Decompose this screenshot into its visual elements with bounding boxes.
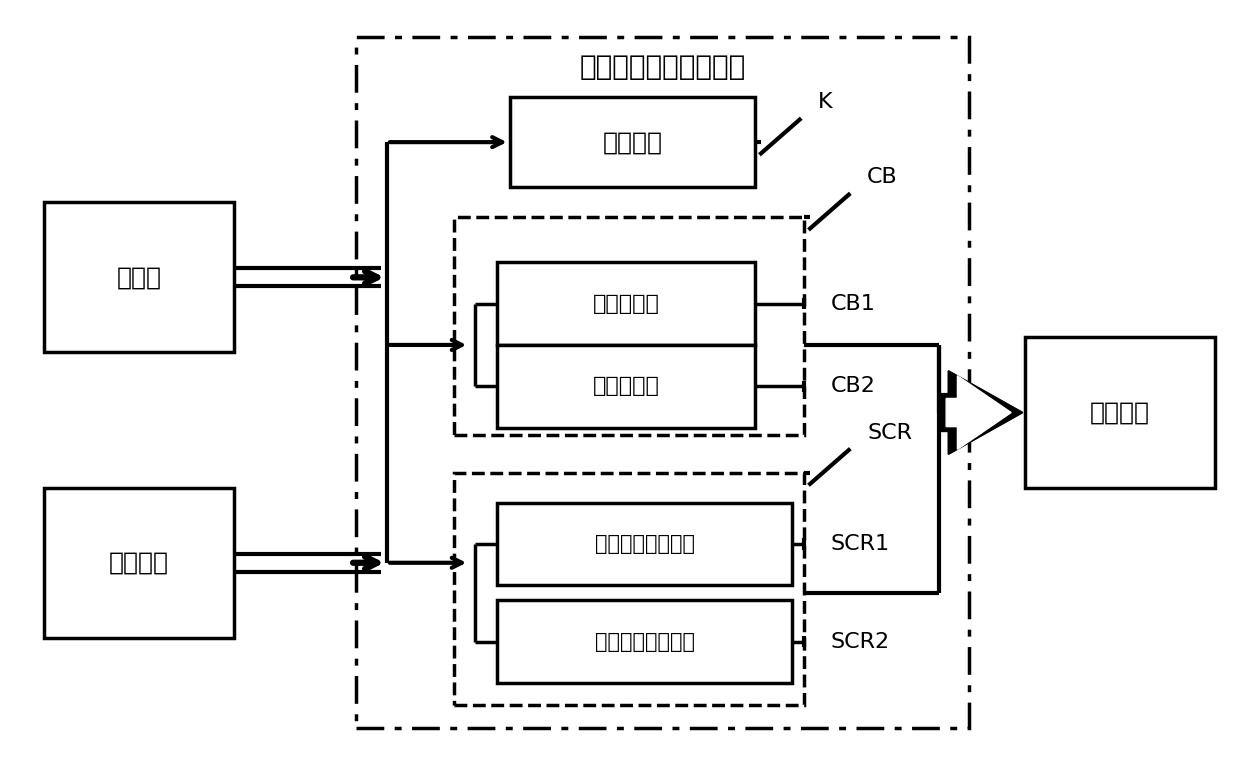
Text: CB: CB <box>867 168 898 187</box>
Polygon shape <box>946 376 1011 449</box>
Bar <box>497 262 755 345</box>
Text: 备用电源: 备用电源 <box>109 551 169 575</box>
Text: SCR2: SCR2 <box>831 632 890 652</box>
Bar <box>43 202 234 353</box>
Text: 混合型双电源转换电路: 混合型双电源转换电路 <box>580 53 746 81</box>
Bar <box>1024 337 1215 487</box>
Text: 隔离开关: 隔离开关 <box>603 130 662 154</box>
Bar <box>510 97 755 187</box>
Text: K: K <box>818 92 833 112</box>
Text: 第二断路器: 第二断路器 <box>593 376 660 396</box>
Text: CB2: CB2 <box>831 376 875 396</box>
Text: 主电源: 主电源 <box>117 265 161 289</box>
Text: 第一断路器: 第一断路器 <box>593 294 660 314</box>
Bar <box>455 217 804 435</box>
Bar <box>497 503 791 585</box>
Text: SCR1: SCR1 <box>831 534 890 554</box>
Bar <box>356 37 970 728</box>
Text: CB1: CB1 <box>831 294 875 314</box>
Text: 第一固态切换开关: 第一固态切换开关 <box>594 534 694 554</box>
Bar <box>455 473 804 705</box>
Bar <box>43 487 234 638</box>
Text: 第二固态切换开关: 第二固态切换开关 <box>594 632 694 652</box>
Bar <box>497 601 791 683</box>
Text: 用电设备: 用电设备 <box>1090 401 1149 425</box>
Polygon shape <box>939 371 1022 454</box>
Bar <box>497 345 755 428</box>
Text: SCR: SCR <box>867 422 913 442</box>
